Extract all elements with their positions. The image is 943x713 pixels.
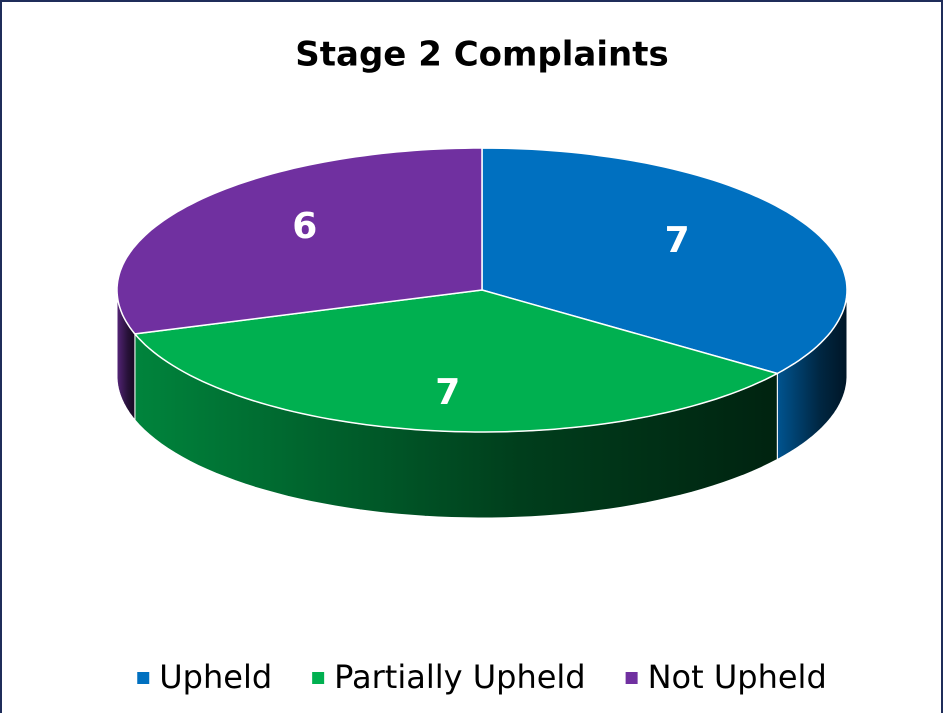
legend-swatch xyxy=(137,672,150,684)
slice xyxy=(116,147,483,335)
legend-swatch xyxy=(312,672,325,684)
slice xyxy=(133,289,780,433)
data-label: 7 xyxy=(435,372,460,413)
slice xyxy=(481,147,848,375)
chart-title: Stage 2 Complaints xyxy=(295,35,668,75)
legend-label: Not Upheld xyxy=(648,658,827,696)
data-label: 6 xyxy=(292,206,317,247)
legend-label: Upheld xyxy=(159,658,272,696)
legend-swatch xyxy=(625,672,638,684)
legend-label: Partially Upheld xyxy=(334,658,585,696)
data-label: 7 xyxy=(665,220,690,261)
